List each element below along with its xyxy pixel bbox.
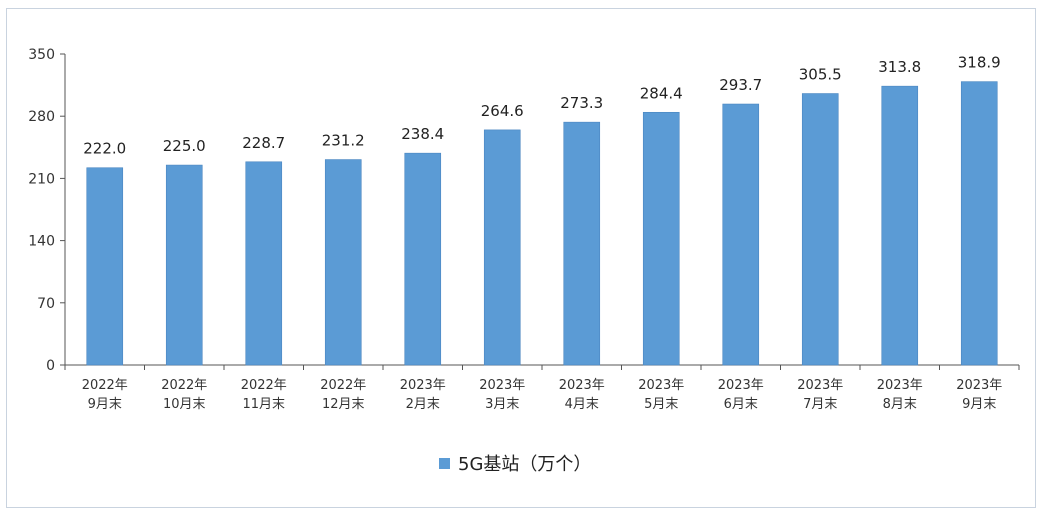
y-tick-label: 70 — [37, 296, 55, 312]
legend: 5G基站（万个） — [439, 454, 591, 475]
bar — [483, 129, 521, 366]
axes — [64, 54, 1020, 370]
x-tick-label-year: 2023年 — [559, 378, 605, 393]
data-label: 293.7 — [719, 76, 762, 94]
x-tick-label-year: 2023年 — [479, 378, 525, 393]
legend-label: 5G基站（万个） — [458, 454, 591, 475]
x-tick-label-month: 12月末 — [322, 397, 365, 412]
bar — [86, 167, 124, 366]
x-tick-label-year: 2023年 — [797, 378, 843, 393]
y-tick-label: 210 — [28, 171, 55, 187]
x-tick-label-year: 2022年 — [320, 378, 366, 393]
bar-chart: 0 70 140 210 280 350 222.0 225.0 228.7 231.2 238.… — [28, 47, 1020, 475]
data-label: 238.4 — [401, 125, 444, 143]
x-tick-label-month: 6月末 — [724, 397, 758, 412]
data-label: 273.3 — [560, 94, 603, 112]
data-label: 313.8 — [878, 58, 921, 76]
bar — [245, 161, 283, 366]
x-tick-label-month: 9月末 — [88, 397, 122, 412]
bar — [563, 121, 601, 366]
data-label: 228.7 — [242, 134, 285, 152]
x-tick-label-month: 3月末 — [485, 397, 519, 412]
x-tick-label-month: 9月末 — [962, 397, 996, 412]
y-tick-label: 140 — [28, 234, 55, 250]
x-tick-label-year: 2023年 — [638, 378, 684, 393]
data-label: 225.0 — [163, 137, 206, 155]
bar — [960, 81, 998, 366]
x-axis-labels: 2022年 9月末 2022年 10月末 2022年 11月末 2022年 12月末 2023年… — [82, 378, 1003, 412]
x-tick-label-month: 5月末 — [644, 397, 678, 412]
x-tick-label-month: 11月末 — [242, 397, 285, 412]
data-label: 222.0 — [83, 140, 126, 158]
data-labels: 222.0 225.0 228.7 231.2 238.4 264.6 273.3 284.4… — [83, 54, 1000, 158]
y-tick-label: 280 — [28, 109, 55, 125]
bar — [722, 103, 760, 366]
y-tick-label: 350 — [28, 47, 55, 63]
data-label: 264.6 — [481, 102, 524, 120]
x-tick-label-year: 2023年 — [718, 378, 764, 393]
data-label: 231.2 — [322, 132, 365, 150]
bar — [801, 93, 839, 366]
x-tick-label-month: 10月末 — [163, 397, 206, 412]
x-tick-label-year: 2023年 — [877, 378, 923, 393]
x-tick-label-year: 2022年 — [241, 378, 287, 393]
x-tick-label-year: 2023年 — [956, 378, 1002, 393]
x-tick-label-month: 7月末 — [803, 397, 837, 412]
bar — [165, 164, 203, 366]
y-axis-ticks: 0 70 140 210 280 350 — [28, 47, 65, 374]
bar — [404, 152, 442, 366]
bars — [86, 81, 998, 366]
x-tick-label-year: 2023年 — [400, 378, 446, 393]
x-tick-label-month: 8月末 — [883, 397, 917, 412]
data-label: 284.4 — [640, 84, 683, 102]
chart-frame: 0 70 140 210 280 350 222.0 225.0 228.7 231.2 238.… — [6, 8, 1036, 508]
x-tick-label-year: 2022年 — [82, 378, 128, 393]
x-tick-label-month: 2月末 — [406, 397, 440, 412]
bar — [642, 111, 680, 366]
bar — [324, 159, 362, 366]
bar — [881, 85, 919, 366]
data-label: 305.5 — [799, 66, 842, 84]
x-tick-label-year: 2022年 — [161, 378, 207, 393]
x-tick-label-month: 4月末 — [565, 397, 599, 412]
legend-swatch — [439, 458, 450, 469]
data-label: 318.9 — [958, 54, 1001, 72]
y-tick-label: 0 — [46, 358, 55, 374]
